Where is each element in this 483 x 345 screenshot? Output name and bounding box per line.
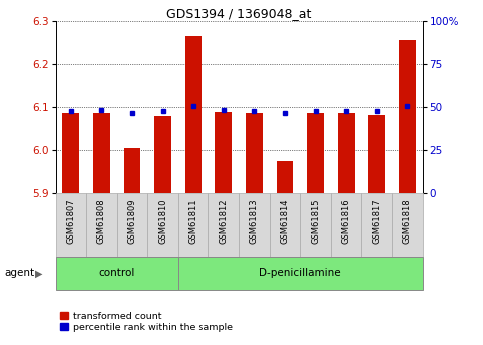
Bar <box>331 193 361 257</box>
Bar <box>239 193 270 257</box>
Bar <box>300 193 331 257</box>
Text: GSM61808: GSM61808 <box>97 198 106 244</box>
Bar <box>178 257 423 290</box>
Bar <box>56 257 178 290</box>
Text: GSM61818: GSM61818 <box>403 198 412 244</box>
Text: agent: agent <box>5 268 35 278</box>
Text: GSM61813: GSM61813 <box>250 198 259 244</box>
Text: control: control <box>99 268 135 278</box>
Text: GSM61815: GSM61815 <box>311 198 320 244</box>
Bar <box>117 193 147 257</box>
Bar <box>361 193 392 257</box>
Bar <box>147 193 178 257</box>
Text: GSM61817: GSM61817 <box>372 198 381 244</box>
Text: GSM61811: GSM61811 <box>189 198 198 244</box>
Bar <box>209 193 239 257</box>
Bar <box>93 114 110 193</box>
Bar <box>246 114 263 193</box>
Text: GSM61810: GSM61810 <box>158 198 167 244</box>
Bar <box>56 193 86 257</box>
Bar <box>399 40 416 193</box>
Bar <box>215 112 232 193</box>
Bar <box>338 114 355 193</box>
Bar <box>62 114 79 193</box>
Text: GSM61816: GSM61816 <box>341 198 351 244</box>
Bar <box>154 116 171 193</box>
Bar <box>307 114 324 193</box>
Bar <box>178 193 209 257</box>
Legend: transformed count, percentile rank within the sample: transformed count, percentile rank withi… <box>60 312 232 332</box>
Bar <box>86 193 117 257</box>
Bar <box>369 115 385 193</box>
Text: GSM61809: GSM61809 <box>128 198 137 244</box>
Title: GDS1394 / 1369048_at: GDS1394 / 1369048_at <box>167 7 312 20</box>
Text: GSM61814: GSM61814 <box>281 198 289 244</box>
Bar <box>277 161 293 193</box>
Text: ▶: ▶ <box>35 268 43 278</box>
Bar <box>124 148 141 193</box>
Bar <box>270 193 300 257</box>
Text: D-penicillamine: D-penicillamine <box>259 268 341 278</box>
Text: GSM61812: GSM61812 <box>219 198 228 244</box>
Bar <box>392 193 423 257</box>
Bar <box>185 36 201 193</box>
Text: GSM61807: GSM61807 <box>66 198 75 244</box>
